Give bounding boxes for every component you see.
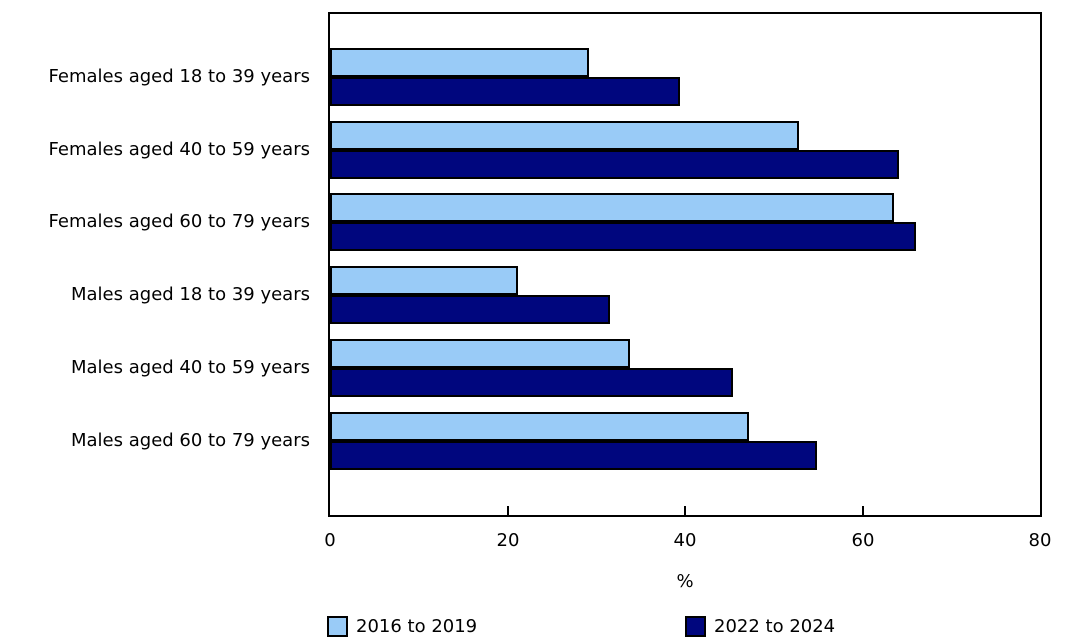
- bar-2022-to-2024: [330, 222, 916, 251]
- bar-2016-to-2019: [330, 193, 894, 222]
- x-tick-label: 0: [324, 530, 336, 551]
- legend-swatch: [685, 616, 706, 637]
- bar-2016-to-2019: [330, 266, 518, 295]
- x-axis-label: %: [676, 571, 694, 592]
- x-tick-mark: [862, 506, 864, 515]
- x-tick-mark: [684, 506, 686, 515]
- bar-2022-to-2024: [330, 441, 817, 470]
- bar-2022-to-2024: [330, 77, 680, 106]
- category-label: Males aged 60 to 79 years: [71, 430, 310, 451]
- bar-2016-to-2019: [330, 412, 749, 441]
- legend-label: 2022 to 2024: [714, 616, 836, 637]
- bar-2022-to-2024: [330, 150, 899, 179]
- bar-2022-to-2024: [330, 368, 733, 397]
- legend-item: 2022 to 2024: [685, 616, 835, 637]
- bar-2022-to-2024: [330, 295, 610, 324]
- plot-area: [328, 12, 1042, 517]
- category-label: Males aged 18 to 39 years: [71, 284, 310, 305]
- legend-swatch: [327, 616, 348, 637]
- legend-item: 2016 to 2019: [327, 616, 477, 637]
- x-tick-label: 40: [673, 530, 697, 551]
- x-tick-mark: [507, 506, 509, 515]
- x-tick-label: 80: [1028, 530, 1052, 551]
- bar-2016-to-2019: [330, 121, 799, 150]
- category-label: Females aged 18 to 39 years: [48, 66, 310, 87]
- category-label: Females aged 60 to 79 years: [48, 211, 310, 232]
- x-tick-label: 60: [851, 530, 875, 551]
- legend: 2016 to 2019 2022 to 2024: [0, 612, 1083, 642]
- bar-2016-to-2019: [330, 48, 589, 77]
- category-axis-labels: Females aged 18 to 39 years Females aged …: [0, 0, 310, 520]
- legend-label: 2016 to 2019: [356, 616, 478, 637]
- x-tick-label: 20: [496, 530, 520, 551]
- category-label: Males aged 40 to 59 years: [71, 357, 310, 378]
- category-label: Females aged 40 to 59 years: [48, 139, 310, 160]
- bar-2016-to-2019: [330, 339, 630, 368]
